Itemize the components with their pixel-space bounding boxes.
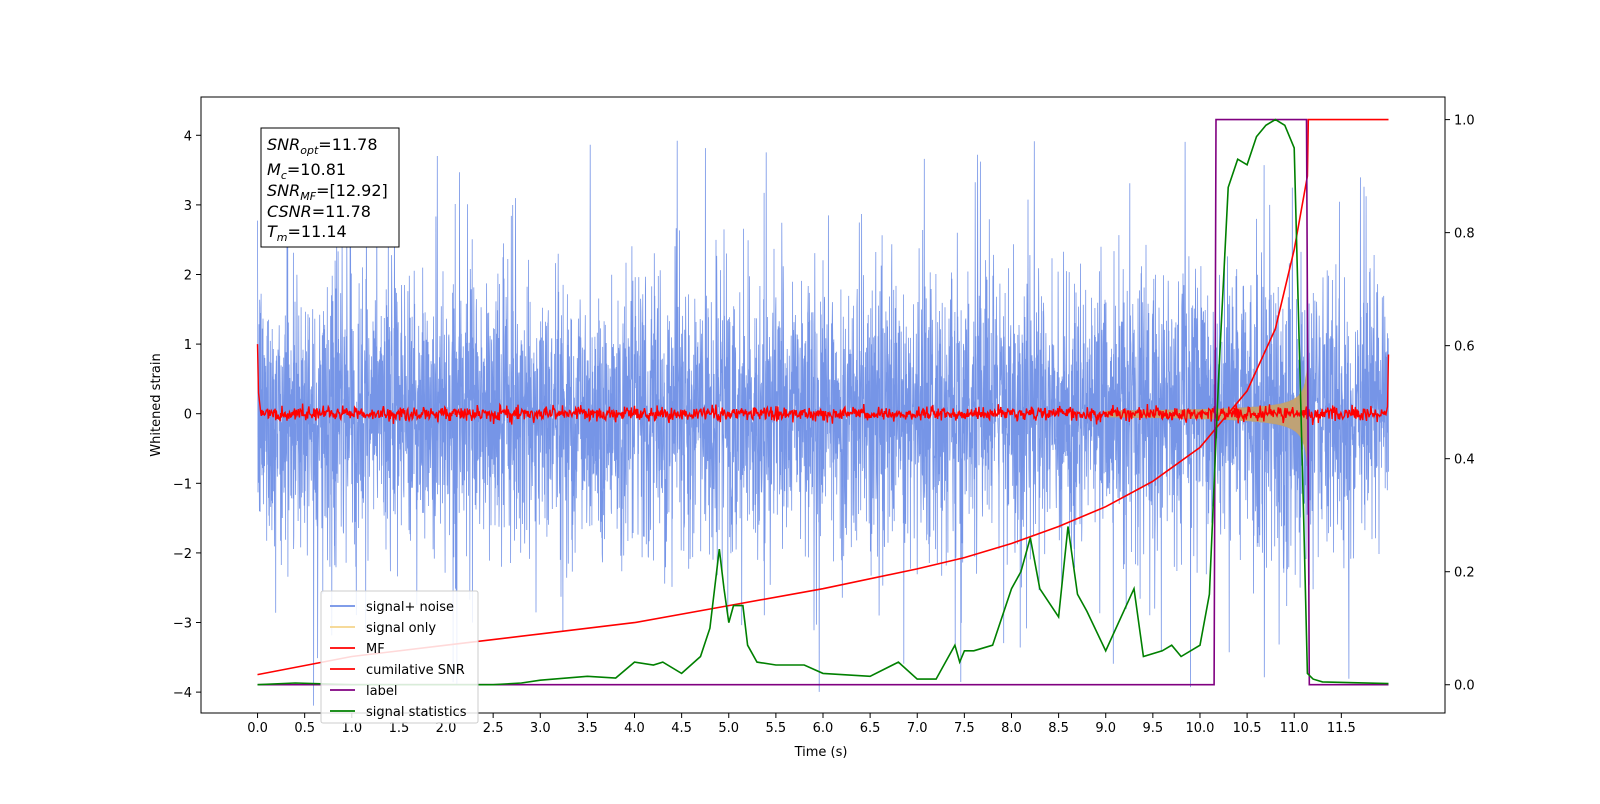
x-tick-label: 7.0 (907, 721, 928, 736)
y-right-tick-label: 1.0 (1454, 114, 1475, 129)
x-tick-label: 11.5 (1327, 721, 1356, 736)
x-axis-label: Time (s) (794, 745, 848, 760)
y-right-tick-label: 0.4 (1454, 453, 1475, 468)
annotation-csnr: CSNR=11.78 (267, 202, 371, 221)
x-tick-label: 1.5 (389, 721, 410, 736)
y-right-tick-label: 0.6 (1454, 340, 1475, 355)
y-left-tick-label: 4 (184, 129, 192, 144)
y-right-tick-label: 0.0 (1454, 679, 1475, 694)
x-tick-label: 6.0 (813, 721, 834, 736)
x-tick-label: 0.0 (247, 721, 268, 736)
signal-statistics-line (257, 118, 1389, 686)
annotation-tm: Tm=11.14 (267, 222, 347, 244)
x-tick-label: 9.0 (1095, 721, 1116, 736)
legend-label: MF (366, 642, 385, 657)
annotation-snr-mf: SNRMF=[12.92] (267, 181, 388, 203)
series-signal-plus-noise (257, 140, 1389, 706)
series-signal-statistics (257, 118, 1389, 686)
y-left-tick-label: 2 (184, 268, 192, 283)
x-tick-label: 9.5 (1143, 721, 1164, 736)
x-tick-label: 10.5 (1233, 721, 1262, 736)
annotation-snr-opt: SNRopt=11.78 (267, 135, 378, 157)
x-tick-label: 6.5 (860, 721, 881, 736)
x-tick-label: 7.5 (954, 721, 975, 736)
series-label (257, 118, 1389, 686)
x-tick-label: 5.5 (766, 721, 787, 736)
y-left-tick-label: −4 (173, 686, 192, 701)
y-axis-right-ticks: 1.0 0.8 0.6 0.4 0.2 0.0 (1445, 114, 1475, 694)
x-tick-label: 10.0 (1185, 721, 1214, 736)
y-axis-label: Whitened strain (149, 353, 164, 456)
x-tick-label: 8.5 (1048, 721, 1069, 736)
y-left-tick-label: −2 (173, 547, 192, 562)
mf-line (256, 344, 1390, 425)
x-tick-label: 3.0 (530, 721, 551, 736)
legend-label: cumilative SNR (366, 663, 465, 678)
legend-label: label (366, 684, 397, 699)
x-tick-label: 3.5 (577, 721, 598, 736)
y-right-tick-label: 0.2 (1454, 566, 1475, 581)
y-right-tick-label: 0.8 (1454, 227, 1475, 242)
legend-label: signal+ noise (366, 600, 454, 615)
signal-only-chirp-overlay (1105, 368, 1307, 466)
x-tick-label: 2.5 (483, 721, 504, 736)
x-tick-label: 11.0 (1280, 721, 1309, 736)
x-tick-label: 4.5 (671, 721, 692, 736)
cumilative-snr-line (257, 118, 1389, 676)
label-line (257, 118, 1389, 686)
legend-label: signal statistics (366, 705, 467, 720)
y-left-tick-label: −3 (173, 617, 192, 632)
y-left-tick-label: −1 (173, 477, 192, 492)
legend-label: signal only (366, 621, 436, 636)
signal-plus-noise-line (257, 140, 1389, 706)
annotation-box: SNRopt=11.78 Mc=10.81 SNRMF=[12.92] CSNR… (260, 127, 400, 248)
x-tick-label: 0.5 (294, 721, 315, 736)
legend: signal+ noise signal only MF cumilative SNR… (320, 590, 479, 724)
x-tick-label: 1.0 (341, 721, 362, 736)
y-left-tick-label: 3 (184, 199, 192, 214)
y-axis-left-ticks: 4 3 2 1 0 −1 −2 −3 −4 (173, 129, 201, 701)
y-left-tick-label: 0 (184, 408, 192, 423)
x-axis-ticks: 0.0 0.5 1.0 1.5 2.0 2.5 3.0 3.5 4.0 4.5 5.0 5.5 6.0 6… (247, 713, 1356, 736)
x-tick-label: 2.0 (436, 721, 457, 736)
annotation-mc: Mc=10.81 (267, 160, 346, 182)
series-cumilative-snr (257, 118, 1389, 676)
x-tick-label: 5.0 (718, 721, 739, 736)
x-tick-label: 8.0 (1001, 721, 1022, 736)
y-left-tick-label: 1 (184, 338, 192, 353)
x-tick-label: 4.0 (624, 721, 645, 736)
series-mf (256, 344, 1390, 425)
